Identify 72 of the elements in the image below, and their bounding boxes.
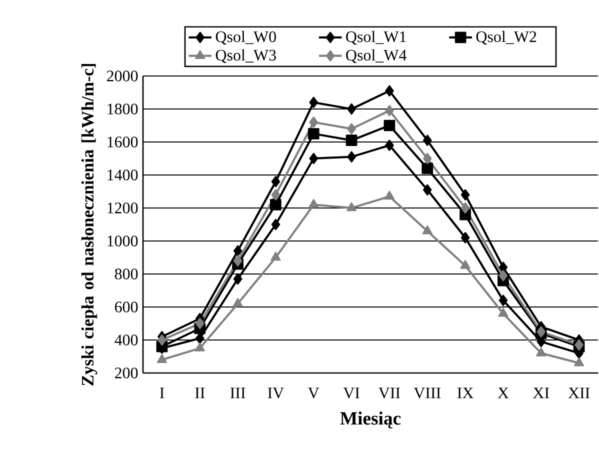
x-tick-label: VIII bbox=[414, 388, 441, 398]
x-tick-label: X bbox=[498, 388, 509, 398]
legend-label: Qsol_W3 bbox=[216, 49, 276, 64]
point bbox=[498, 308, 508, 317]
legend-label: Qsol_W1 bbox=[346, 30, 406, 45]
point bbox=[347, 151, 356, 163]
point bbox=[346, 202, 357, 212]
point bbox=[385, 140, 394, 151]
point bbox=[309, 116, 318, 128]
x-tick-label: XI bbox=[533, 388, 550, 398]
point bbox=[195, 332, 204, 344]
y-tick-label: 1800 bbox=[108, 104, 138, 114]
x-tick-label: IX bbox=[457, 388, 474, 398]
point bbox=[347, 123, 356, 134]
legend-label: Qsol_W2 bbox=[476, 30, 536, 45]
x-axis-title: Miesiąc bbox=[340, 412, 401, 428]
point bbox=[536, 348, 546, 356]
point bbox=[308, 199, 319, 208]
point bbox=[422, 134, 432, 146]
x-tick-label: IV bbox=[268, 388, 284, 398]
x-tick-label: I bbox=[160, 388, 164, 398]
point bbox=[460, 202, 470, 214]
point bbox=[385, 104, 394, 116]
point bbox=[195, 318, 204, 330]
legend-label: Qsol_W0 bbox=[216, 30, 276, 45]
point bbox=[460, 189, 470, 200]
x-tick-label: VI bbox=[343, 388, 360, 398]
point bbox=[574, 357, 584, 366]
y-tick-label: 400 bbox=[114, 334, 138, 346]
x-tick-label: V bbox=[308, 388, 320, 398]
x-tick-label: III bbox=[230, 388, 246, 398]
point bbox=[347, 103, 356, 115]
y-tick-label: 1600 bbox=[108, 136, 138, 148]
point bbox=[156, 354, 167, 363]
point bbox=[460, 260, 470, 269]
point bbox=[233, 273, 242, 285]
point bbox=[271, 176, 280, 188]
y-tick-label: 2000 bbox=[107, 70, 138, 82]
point bbox=[271, 218, 280, 230]
y-tick-label: 600 bbox=[114, 302, 138, 312]
point bbox=[498, 294, 508, 306]
point bbox=[232, 298, 243, 307]
x-tick-label: XII bbox=[568, 388, 590, 398]
x-tick-label: VII bbox=[378, 388, 400, 398]
point bbox=[309, 152, 318, 164]
point bbox=[308, 128, 320, 140]
y-tick-label: 1000 bbox=[108, 236, 138, 246]
point bbox=[384, 190, 394, 200]
point bbox=[271, 189, 280, 200]
y-tick-label: 200 bbox=[115, 368, 138, 378]
point bbox=[422, 152, 432, 164]
x-tick-label: II bbox=[195, 388, 205, 398]
y-tick-label: 1200 bbox=[108, 202, 138, 214]
point bbox=[309, 96, 318, 108]
point bbox=[194, 342, 205, 352]
point bbox=[158, 334, 166, 346]
point bbox=[384, 120, 396, 132]
point bbox=[498, 270, 508, 282]
point bbox=[460, 232, 470, 244]
point bbox=[385, 85, 394, 97]
point bbox=[346, 134, 358, 146]
point bbox=[233, 245, 242, 257]
y-tick-label: 1400 bbox=[108, 170, 138, 180]
y-axis-title: Zyski ciepła od nasłonecznienia [kWh/m-c] bbox=[81, 64, 98, 386]
point bbox=[270, 199, 282, 210]
point bbox=[233, 255, 242, 266]
point bbox=[270, 252, 281, 261]
point bbox=[422, 225, 432, 234]
legend-label: Qsol_W4 bbox=[346, 49, 407, 64]
y-tick-label: 800 bbox=[114, 268, 138, 280]
point bbox=[422, 162, 434, 174]
point bbox=[422, 184, 432, 196]
